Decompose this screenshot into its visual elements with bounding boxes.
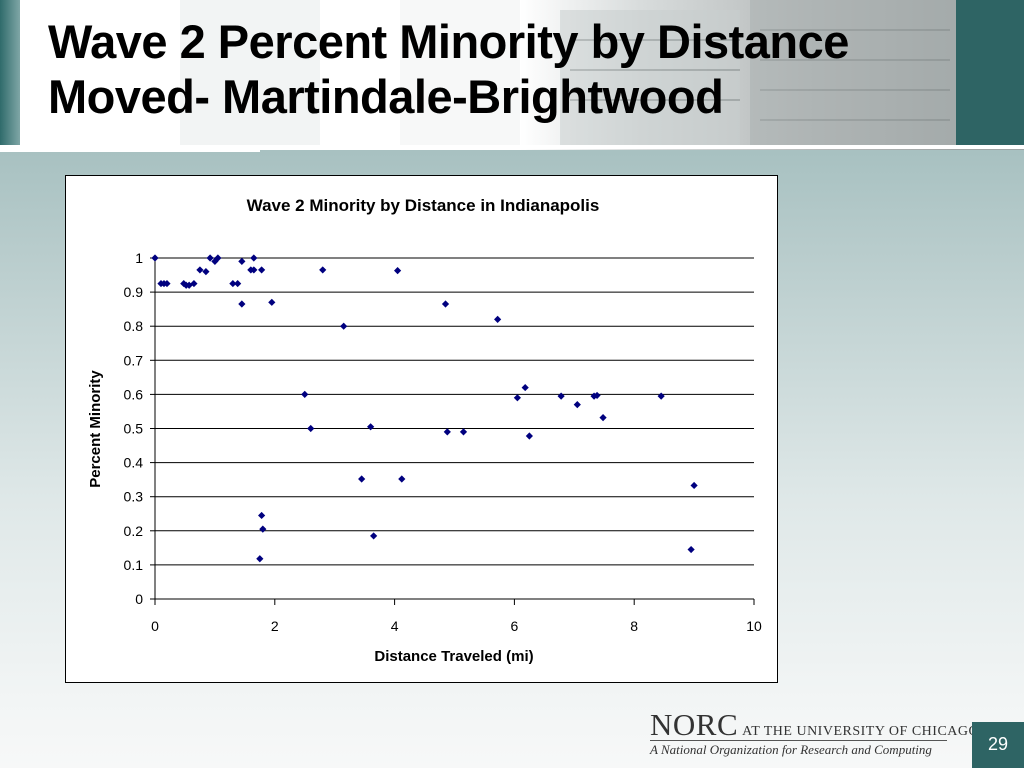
logo-university: AT THE UNIVERSITY OF CHICAGO (742, 724, 980, 739)
scatter-point (258, 266, 266, 274)
y-tick-label: 0.5 (124, 421, 144, 437)
header-divider (0, 145, 1024, 149)
scatter-point (657, 392, 665, 400)
x-tick-label: 8 (630, 618, 638, 634)
scatter-point (214, 254, 222, 262)
scatter-point (256, 555, 264, 563)
y-tick-label: 0.4 (124, 455, 144, 471)
x-tick-label: 10 (746, 618, 762, 634)
y-tick-label: 0 (135, 591, 143, 607)
scatter-point (494, 315, 502, 323)
scatter-point (319, 266, 327, 274)
y-tick-label: 0.6 (124, 386, 144, 402)
x-tick-label: 6 (511, 618, 519, 634)
scatter-point (238, 300, 246, 308)
scatter-chart: Wave 2 Minority by Distance in Indianapo… (87, 196, 762, 665)
y-tick-label: 0.9 (124, 284, 144, 300)
scatter-point (258, 511, 266, 520)
scatter-point (525, 432, 533, 440)
scatter-point (521, 383, 529, 392)
chart-title: Wave 2 Minority by Distance in Indianapo… (247, 196, 600, 215)
scatter-point (259, 525, 267, 533)
logo-wordmark: NORC AT THE UNIVERSITY OF CHICAGO (650, 707, 979, 743)
y-axis-label: Percent Minority (87, 370, 104, 488)
slide-title-line-1: Wave 2 Percent Minority by Distance (48, 15, 849, 68)
scatter-point (358, 475, 366, 483)
scatter-point (370, 532, 378, 540)
scatter-point (557, 392, 565, 400)
scatter-point (202, 268, 210, 276)
scatter-point (238, 257, 246, 266)
y-tick-label: 0.7 (124, 352, 144, 368)
slide-header: Wave 2 Percent Minority by Distance Move… (0, 0, 1024, 150)
y-tick-labels: 0 0.1 0.2 0.3 0.4 0.5 0.6 0.7 0.8 0.9 1 (124, 250, 144, 607)
scatter-point (393, 267, 402, 275)
scatter-point (340, 322, 348, 330)
scatter-point (398, 475, 406, 483)
data-points (151, 254, 698, 563)
scatter-point (459, 428, 468, 436)
header-divider-accent (0, 149, 260, 152)
scatter-point (268, 298, 276, 306)
logo-norc: NORC (650, 707, 739, 742)
x-tick-label: 0 (151, 618, 159, 634)
scatter-point (234, 279, 242, 288)
y-tick-label: 0.1 (124, 557, 144, 573)
y-tick-label: 1 (135, 250, 143, 266)
scatter-point (301, 390, 309, 398)
scatter-point (307, 424, 315, 433)
scatter-point (690, 481, 698, 490)
x-tick-label: 4 (391, 618, 399, 634)
chart-container: Wave 2 Minority by Distance in Indianapo… (65, 175, 778, 683)
slide-title-line-2: Moved- Martindale-Brightwood (48, 70, 724, 123)
scatter-point (441, 300, 450, 308)
scatter-point (367, 423, 375, 431)
y-tick-label: 0.3 (124, 489, 144, 505)
x-tick-labels: 0 2 4 6 8 10 (151, 618, 762, 634)
x-axis-label: Distance Traveled (mi) (374, 648, 533, 665)
header-background-image (180, 0, 960, 145)
gridlines (155, 257, 754, 566)
scatter-point (599, 413, 607, 422)
scatter-point (513, 394, 521, 402)
scatter-point (687, 545, 695, 554)
norc-logo: NORC AT THE UNIVERSITY OF CHICAGO A Nati… (650, 707, 979, 762)
y-tick-label: 0.2 (124, 523, 144, 539)
scatter-point (151, 254, 159, 262)
scatter-point (443, 428, 451, 436)
header-right-panel (956, 0, 1024, 145)
header-accent-bar (0, 0, 20, 145)
scatter-point (196, 266, 204, 274)
scatter-point (206, 254, 214, 262)
x-tick-label: 2 (271, 618, 279, 634)
scatter-point (250, 254, 258, 262)
slide-title: Wave 2 Percent Minority by Distance Move… (48, 14, 849, 124)
page-number: 29 (972, 722, 1024, 768)
y-tick-label: 0.8 (124, 318, 144, 334)
scatter-point (163, 279, 171, 288)
logo-divider (650, 740, 947, 741)
scatter-point (573, 401, 581, 409)
axes (150, 257, 755, 605)
scatter-point (250, 266, 258, 274)
logo-tagline: A National Organization for Research and… (650, 742, 932, 757)
